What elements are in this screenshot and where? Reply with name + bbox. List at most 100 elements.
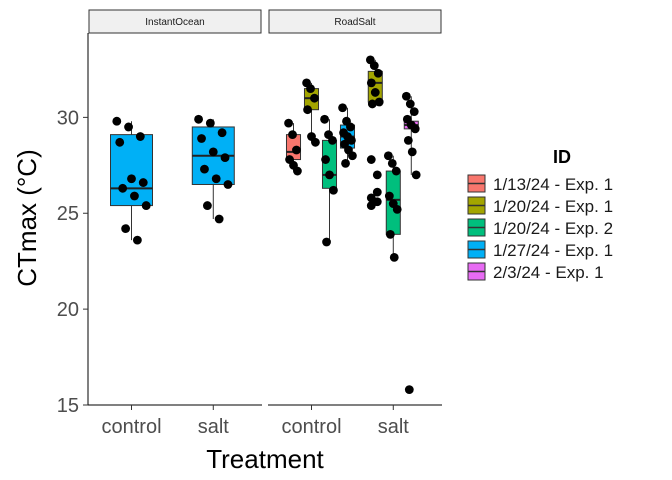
legend-item: 1/27/24 - Exp. 1 (467, 240, 613, 260)
data-point (205, 118, 215, 128)
data-point (366, 201, 376, 210)
data-point (292, 145, 301, 155)
data-point (223, 180, 233, 189)
legend-item: 1/20/24 - Exp. 2 (467, 218, 613, 238)
y-tick-label: 15 (57, 395, 79, 417)
x-axis: control salt control salt (101, 405, 409, 438)
data-point (310, 93, 319, 103)
data-point (200, 164, 209, 174)
data-point (384, 191, 394, 201)
box-roadsalt-salt (383, 151, 402, 262)
facet-panel-roadsalt: RoadSalt (268, 9, 442, 406)
facet-strip-label: RoadSalt (334, 17, 375, 28)
y-axis-title: CTmax (°C) (12, 149, 42, 287)
data-point (346, 122, 355, 132)
x-tick-label: control (281, 416, 341, 438)
box-roadsalt-salt (365, 55, 384, 109)
data-point (320, 114, 329, 124)
data-point (288, 130, 297, 140)
legend-item: 2/3/24 - Exp. 1 (467, 262, 604, 282)
legend-item: 1/20/24 - Exp. 1 (467, 196, 613, 216)
extra-points (366, 155, 382, 210)
facet-strip (88, 9, 262, 34)
data-point (118, 183, 128, 193)
data-point (328, 135, 337, 145)
legend-item: 1/13/24 - Exp. 1 (467, 174, 613, 194)
legend-label: 1/27/24 - Exp. 1 (493, 241, 613, 260)
data-point (409, 107, 419, 117)
data-point (322, 237, 331, 247)
data-point (392, 205, 402, 214)
data-point (141, 201, 151, 210)
data-point (211, 174, 221, 184)
data-point (138, 178, 148, 187)
data-point (311, 137, 320, 147)
data-point (127, 174, 136, 184)
box-roadsalt-salt (401, 91, 421, 395)
data-point (121, 224, 131, 233)
data-point (385, 229, 395, 239)
data-point (220, 153, 230, 163)
data-point (130, 191, 139, 201)
x-tick-label: salt (378, 416, 410, 438)
y-tick-label: 25 (57, 203, 79, 225)
data-point (403, 135, 413, 145)
data-point (373, 68, 383, 78)
data-point (135, 132, 145, 141)
data-point (391, 166, 401, 176)
data-point (347, 135, 356, 145)
legend-label: 1/20/24 - Exp. 1 (493, 197, 613, 216)
box-roadsalt-control (320, 114, 338, 247)
data-point (370, 88, 380, 97)
facet-strip (268, 9, 442, 34)
data-point (325, 170, 334, 180)
data-point (404, 385, 414, 395)
y-tick-label: 20 (57, 299, 79, 321)
data-point (372, 170, 382, 180)
data-point (338, 103, 347, 113)
data-point (348, 151, 357, 161)
x-tick-label: control (101, 416, 161, 438)
data-point (303, 105, 312, 115)
data-point (115, 137, 125, 147)
data-point (197, 134, 206, 143)
y-axis: 15 20 25 30 (57, 107, 88, 417)
data-point (203, 201, 212, 210)
data-point (369, 61, 379, 70)
data-point (194, 114, 203, 124)
facet-panels: InstantOcean RoadSalt (87, 9, 442, 406)
x-tick-label: salt (198, 416, 230, 438)
data-point (341, 158, 350, 168)
data-point (374, 97, 384, 107)
data-point (306, 84, 315, 94)
data-point (112, 116, 122, 126)
legend-label: 2/3/24 - Exp. 1 (493, 263, 604, 282)
data-point (132, 235, 142, 245)
y-tick-label: 30 (57, 107, 79, 129)
data-point (411, 170, 421, 180)
legend: ID 1/13/24 - Exp. 1 1/20/24 - Exp. 1 1/20/… (467, 147, 613, 282)
data-point (284, 118, 293, 128)
data-point (372, 187, 382, 197)
box-instantocean-control (110, 116, 153, 245)
data-point (329, 185, 338, 195)
data-point (124, 122, 133, 132)
box-roadsalt-control (302, 78, 320, 147)
data-point (217, 128, 227, 138)
box-instantocean-salt (191, 114, 235, 224)
data-point (321, 155, 330, 164)
box-body (321, 139, 338, 189)
box-roadsalt-control (338, 103, 357, 168)
facet-strip-label: InstantOcean (145, 17, 204, 28)
data-point (389, 252, 399, 262)
data-point (366, 155, 376, 164)
data-point (387, 158, 397, 168)
legend-label: 1/13/24 - Exp. 1 (493, 175, 613, 194)
data-point (405, 99, 415, 109)
facet-panel-instantocean: InstantOcean (87, 9, 262, 406)
data-point (366, 78, 376, 88)
data-point (407, 147, 417, 157)
legend-title: ID (553, 147, 571, 167)
legend-label: 1/20/24 - Exp. 2 (493, 219, 613, 238)
